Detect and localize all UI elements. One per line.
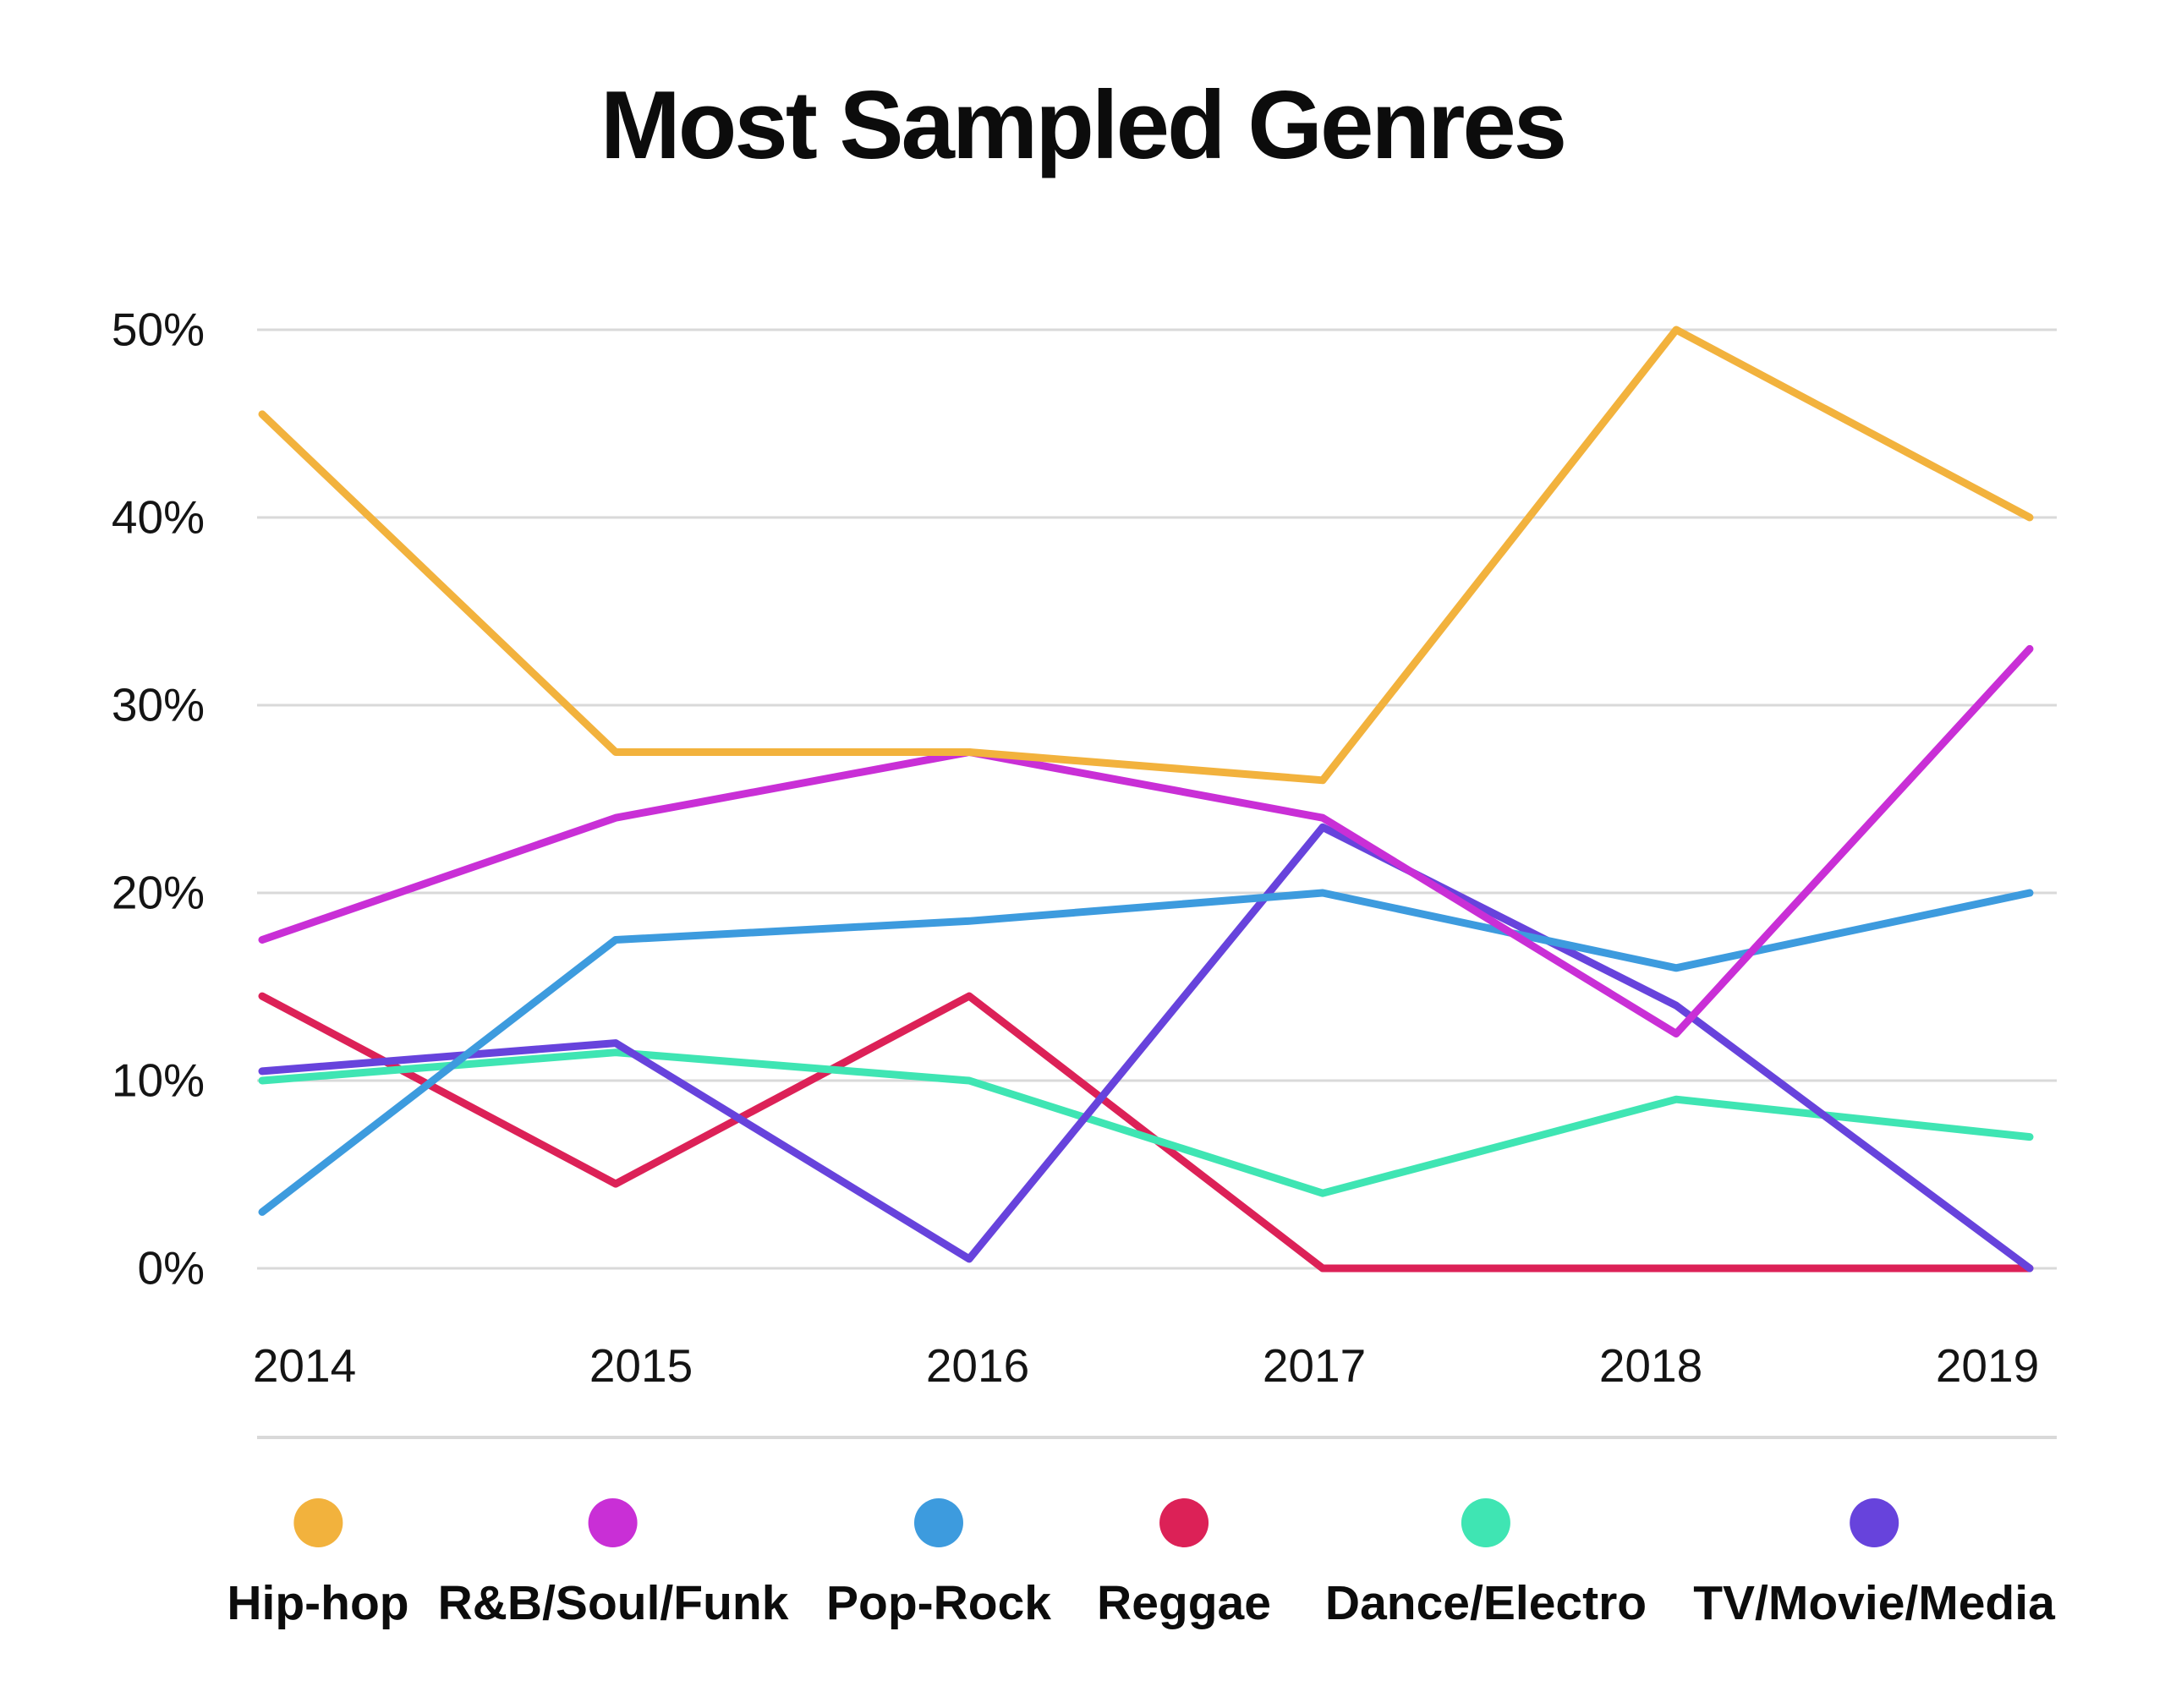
y-tick-label: 0% <box>137 1241 206 1295</box>
series-line-tv-movie-media <box>258 823 2034 1273</box>
x-tick-label: 2017 <box>1262 1339 1367 1392</box>
y-tick-label: 40% <box>111 490 205 544</box>
legend-label: Hip-hop <box>227 1576 409 1630</box>
series-line-r-b-soul-funk <box>258 644 2034 1037</box>
y-tick-label: 20% <box>111 866 205 919</box>
legend-label: Dance/Electro <box>1324 1576 1647 1630</box>
legend-label: TV/Movie/Media <box>1693 1576 2055 1630</box>
legend-item-hip-hop: Hip-hop <box>227 1498 409 1630</box>
series-line-pop-rock <box>258 889 2034 1216</box>
legend-dot-icon <box>1461 1498 1510 1547</box>
y-tick-label: 10% <box>111 1054 205 1107</box>
legend-label: Reggae <box>1097 1576 1271 1630</box>
legend-dot-icon <box>293 1498 343 1547</box>
y-tick-label: 30% <box>111 678 205 731</box>
x-tick-label: 2015 <box>589 1339 693 1392</box>
legend-item-pop-rock: Pop-Rock <box>826 1498 1051 1628</box>
legend-dot-icon <box>589 1498 638 1547</box>
x-tick-label: 2019 <box>1935 1339 2040 1392</box>
legend-dot-icon <box>1159 1498 1209 1547</box>
legend-dot-icon <box>914 1498 963 1547</box>
x-tick-label: 2016 <box>925 1339 1030 1392</box>
chart-title: Most Sampled Genres <box>600 72 1567 179</box>
legend-label: R&B/Soul/Funk <box>437 1576 789 1630</box>
legend-item-r-b-soul-funk: R&B/Soul/Funk <box>437 1498 789 1630</box>
x-tick-label: 2014 <box>252 1339 357 1392</box>
series-line-reggae <box>258 992 2034 1273</box>
x-tick-label: 2018 <box>1598 1339 1703 1392</box>
series-line-dance-electro <box>258 1048 2034 1197</box>
legend-dot-icon <box>1850 1498 1899 1547</box>
y-tick-label: 50% <box>111 303 205 356</box>
legend-item-reggae: Reggae <box>1097 1498 1271 1628</box>
legend-item-dance-electro: Dance/Electro <box>1325 1498 1647 1628</box>
legend-label: Pop-Rock <box>825 1576 1052 1630</box>
legend-item-tv-movie-media: TV/Movie/Media <box>1693 1498 2055 1628</box>
series-line-hip-hop <box>258 326 2034 785</box>
